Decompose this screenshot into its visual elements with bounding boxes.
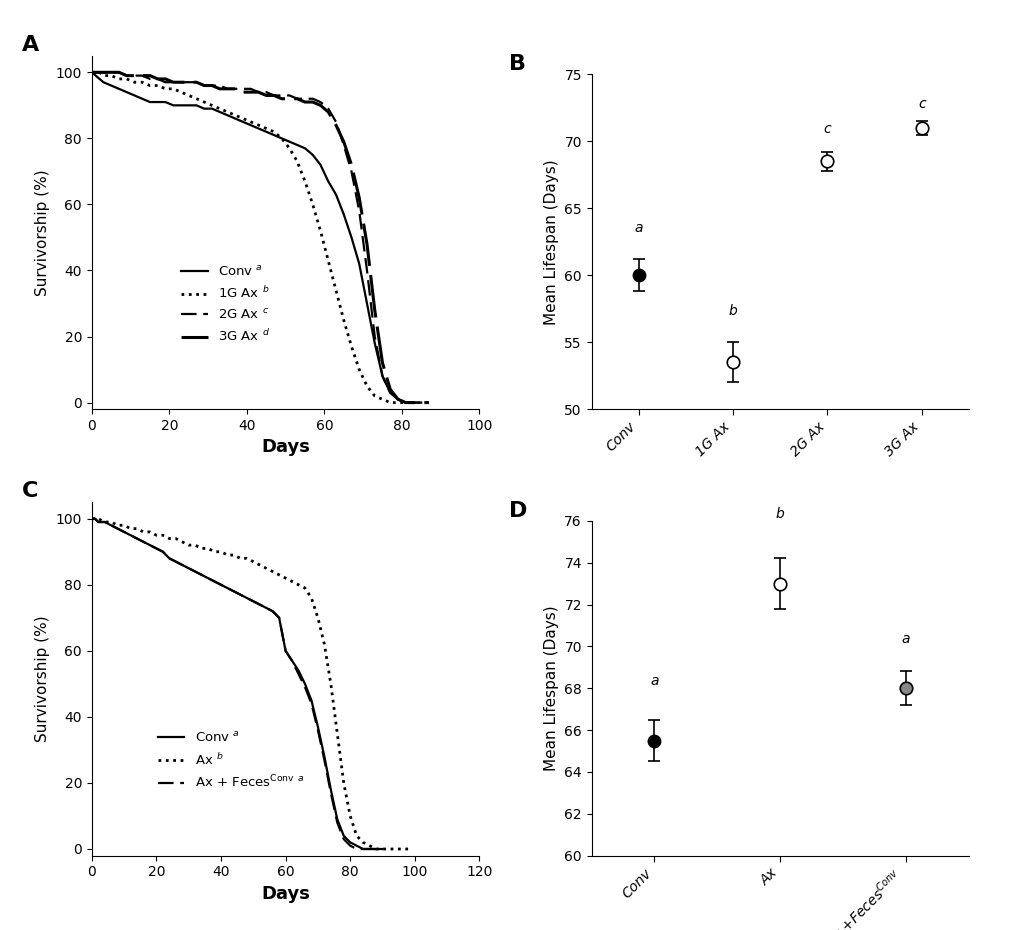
X-axis label: Days: Days xyxy=(261,438,310,457)
Text: c: c xyxy=(917,97,924,111)
Text: B: B xyxy=(508,54,525,74)
Text: a: a xyxy=(650,674,658,688)
Text: D: D xyxy=(508,500,527,521)
Text: c: c xyxy=(823,122,830,136)
Text: a: a xyxy=(901,632,910,646)
Text: b: b xyxy=(728,304,737,318)
X-axis label: Days: Days xyxy=(261,884,310,903)
Legend: Conv $^a$, Ax $^b$, Ax + Feces$^{\rm Conv}$ $^a$: Conv $^a$, Ax $^b$, Ax + Feces$^{\rm Con… xyxy=(153,725,310,796)
Text: C: C xyxy=(22,481,39,501)
Y-axis label: Survivorship (%): Survivorship (%) xyxy=(35,616,50,742)
Legend: Conv $^a$, 1G Ax $^b$, 2G Ax $^c$, 3G Ax $^d$: Conv $^a$, 1G Ax $^b$, 2G Ax $^c$, 3G Ax… xyxy=(175,259,275,350)
Y-axis label: Mean Lifespan (Days): Mean Lifespan (Days) xyxy=(543,605,558,771)
Text: b: b xyxy=(775,507,784,521)
Text: A: A xyxy=(22,34,40,55)
Text: a: a xyxy=(634,221,642,235)
Y-axis label: Survivorship (%): Survivorship (%) xyxy=(35,169,50,296)
Y-axis label: Mean Lifespan (Days): Mean Lifespan (Days) xyxy=(543,159,558,325)
